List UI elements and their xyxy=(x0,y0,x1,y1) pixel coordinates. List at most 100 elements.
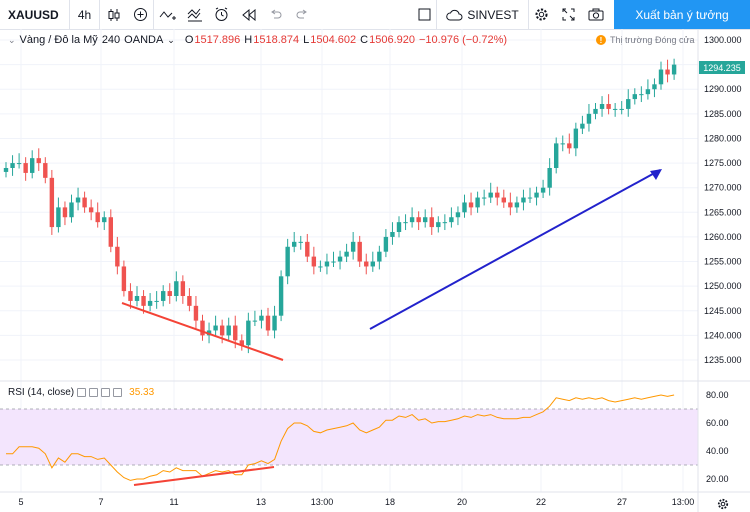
time-tick-label: 5 xyxy=(18,497,23,507)
camera-icon[interactable] xyxy=(582,0,610,29)
layout-name: SINVEST xyxy=(467,7,519,22)
fullscreen-square-icon[interactable] xyxy=(412,0,436,29)
candle-body xyxy=(239,340,244,346)
candle-body xyxy=(134,296,140,301)
visibility-eye-icon[interactable] xyxy=(77,388,87,397)
more-icon[interactable] xyxy=(113,388,123,397)
candle-body xyxy=(396,222,402,232)
rsi-label[interactable]: RSI (14, close) xyxy=(8,387,75,398)
candle-body xyxy=(540,187,546,193)
price-chart[interactable]: 1300.0001295.0001290.0001285.0001280.000… xyxy=(0,29,750,512)
candle-body xyxy=(671,64,677,75)
gear-icon[interactable] xyxy=(528,0,554,29)
symbol-search-button[interactable]: XAUUSD xyxy=(0,0,70,29)
open-label: O xyxy=(184,34,194,46)
candle-body xyxy=(554,143,559,168)
candle-body xyxy=(200,320,205,336)
candle-body xyxy=(403,222,408,224)
candle-body xyxy=(495,192,500,198)
rsi-line xyxy=(6,394,675,481)
close-value: 1506.920 xyxy=(369,34,415,46)
candle-body xyxy=(567,143,572,149)
source-chevron-icon[interactable]: ⌄ xyxy=(167,34,175,45)
trend-line-down[interactable] xyxy=(121,302,284,361)
redo-icon[interactable] xyxy=(289,0,316,29)
compare-icon[interactable] xyxy=(154,0,181,29)
remove-icon[interactable] xyxy=(101,388,111,397)
candle-body xyxy=(318,266,323,268)
candle-body xyxy=(147,300,153,306)
candle-body xyxy=(370,261,375,267)
expand-icon[interactable] xyxy=(554,0,582,29)
candle-body xyxy=(252,320,258,322)
candle-body xyxy=(599,104,605,109)
price-axis: 1300.0001295.0001290.0001285.0001280.000… xyxy=(704,35,742,365)
candle-body xyxy=(501,197,506,203)
interval-button[interactable]: 4h xyxy=(70,0,100,29)
rsi-axis: 80.00 60.00 40.00 20.00 xyxy=(706,390,729,484)
legend-interval: 240 xyxy=(101,34,121,46)
candle-body xyxy=(488,192,493,198)
candle-body xyxy=(213,325,218,331)
candle-body xyxy=(324,261,330,267)
time-tick-label: 13:00 xyxy=(672,497,695,507)
rsi-band xyxy=(0,409,698,465)
candle-body xyxy=(645,89,651,95)
time-tick-label: 13:00 xyxy=(311,497,334,507)
candle-body xyxy=(180,281,186,296)
market-status[interactable]: ! Thị trường Đóng cửa xyxy=(596,35,695,45)
candle-body xyxy=(69,202,74,218)
candle-body xyxy=(423,217,428,223)
price-tick-label: 1280.000 xyxy=(704,133,742,143)
candle-body xyxy=(377,251,382,262)
symbol-title[interactable]: Vàng / Đô la Mỹ xyxy=(19,34,98,46)
low-label: L xyxy=(303,34,310,46)
change-value: −10.976 (−0.72%) xyxy=(419,34,508,46)
candle-body xyxy=(606,104,611,109)
publish-idea-button[interactable]: Xuất bản ý tưởng xyxy=(614,0,750,29)
alert-icon[interactable] xyxy=(208,0,235,29)
candle-body xyxy=(62,207,68,218)
candle-body xyxy=(409,217,415,223)
candle-body xyxy=(626,99,631,109)
candle-body xyxy=(75,197,81,203)
candle-body xyxy=(298,241,303,243)
layout-name-button[interactable]: SINVEST xyxy=(436,0,528,29)
candle-body xyxy=(43,163,48,178)
candle-body xyxy=(285,246,290,277)
price-tick-label: 1235.000 xyxy=(704,355,742,365)
settings-small-icon[interactable] xyxy=(89,388,99,397)
candle-body xyxy=(534,192,539,198)
candle-body xyxy=(16,163,22,165)
candle-body xyxy=(331,261,336,263)
rsi-trend-line[interactable] xyxy=(133,466,275,486)
price-tick-label: 1300.000 xyxy=(704,35,742,45)
add-indicator-icon[interactable] xyxy=(127,0,154,29)
indicators-icon[interactable] xyxy=(181,0,208,29)
candle-body xyxy=(665,69,670,75)
candle-body xyxy=(3,168,9,172)
candle-body xyxy=(95,212,100,223)
candle-body xyxy=(527,197,533,199)
candle-body xyxy=(357,241,362,262)
replay-icon[interactable] xyxy=(235,0,262,29)
info-icon: ! xyxy=(596,35,606,45)
legend-source: OANDA xyxy=(124,34,164,46)
price-tick-label: 1255.000 xyxy=(704,257,742,267)
price-tick-label: 1250.000 xyxy=(704,281,742,291)
candles-icon[interactable] xyxy=(100,0,127,29)
candle-body xyxy=(246,320,251,346)
trend-line-up[interactable] xyxy=(369,169,661,330)
undo-icon[interactable] xyxy=(262,0,289,29)
time-tick-label: 11 xyxy=(169,497,178,507)
collapse-chevron-icon[interactable]: ⌄ xyxy=(8,34,16,45)
time-tick-label: 20 xyxy=(457,497,467,507)
settings-gear-icon[interactable] xyxy=(717,498,729,510)
trend-arrow-head xyxy=(650,169,662,180)
price-tick-label: 1260.000 xyxy=(704,232,742,242)
candle-body xyxy=(292,241,297,247)
candle-body xyxy=(36,158,41,164)
candle-body xyxy=(115,246,120,267)
candle-body xyxy=(233,325,238,341)
candle-body xyxy=(416,217,421,223)
